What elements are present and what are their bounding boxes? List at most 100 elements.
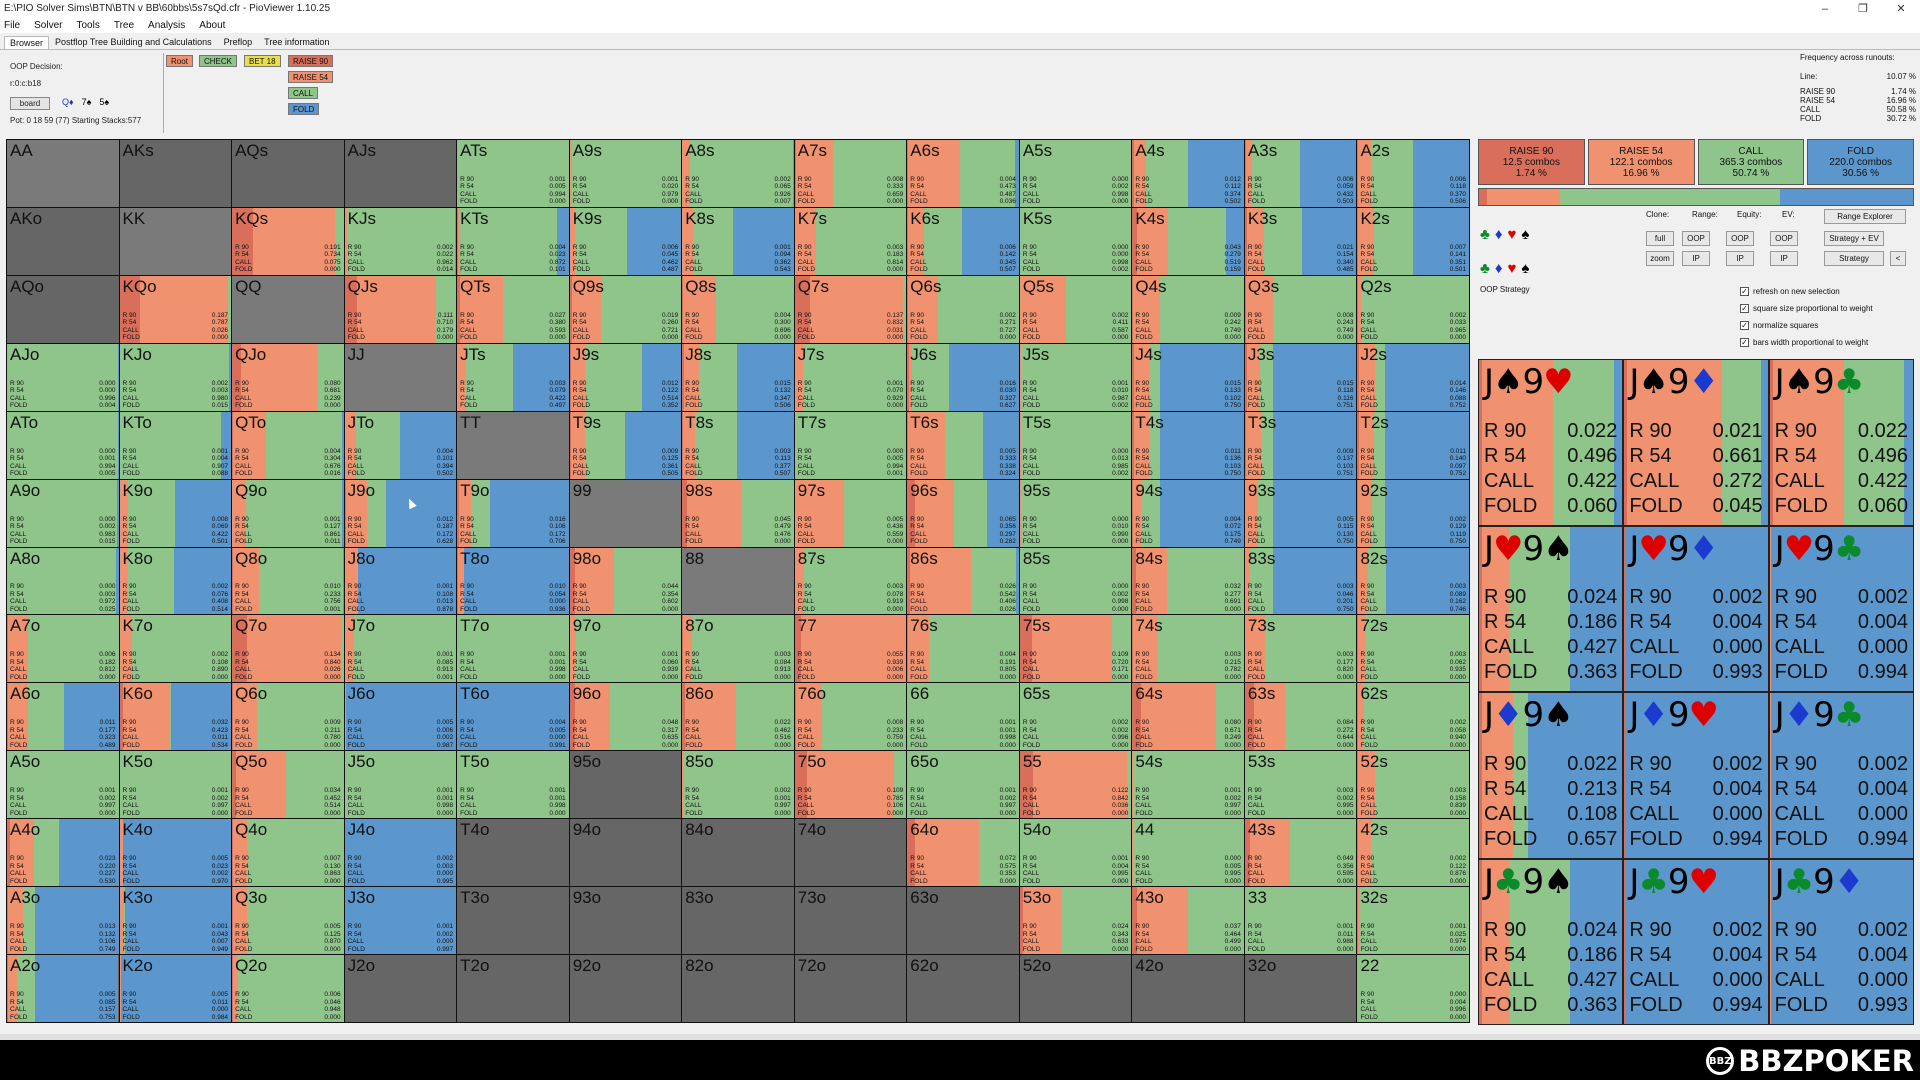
check-bars-width[interactable]: ✓ bars width proportional to weight: [1740, 334, 1873, 351]
hand-cell-K6o[interactable]: K6o R 90 0.032 R 54 0.423 CALL 0.011 FOLD 0.534: [119, 683, 232, 751]
hand-cell-KTs[interactable]: KTs R 90 0.004 R 54 0.023 CALL 0.872 FOLD 0.101: [457, 207, 569, 275]
hand-cell-86s[interactable]: 86s R 90 0.026 R 54 0.542 CALL 0.406 FOLD 0.026: [907, 547, 1019, 615]
hand-cell-J3s[interactable]: J3s R 90 0.015 R 54 0.118 CALL 0.116 FOLD 0.751: [1244, 343, 1357, 411]
hand-cell-52s[interactable]: 52s R 90 0.003 R 54 0.158 CALL 0.839 FOLD 0.000: [1357, 751, 1469, 819]
hand-cell-T4o[interactable]: T4o: [457, 819, 569, 887]
hand-cell-K7o[interactable]: K7o R 90 0.002 R 54 0.108 CALL 0.890 FOLD 0.000: [119, 615, 232, 683]
tree-node-check[interactable]: CHECK: [199, 55, 238, 67]
combo-cell[interactable]: J♦9♣ R 90 0.002 R 54 0.004 CALL 0.000 FOLD 0.994: [1769, 693, 1913, 858]
hand-cell-T7s[interactable]: T7s R 90 0.000 R 54 0.005 CALL 0.994 FOLD 0.001: [794, 411, 907, 479]
hand-cell-AKs[interactable]: AKs: [119, 140, 232, 207]
hand-cell-J7o[interactable]: J7o R 90 0.001 R 54 0.085 CALL 0.913 FOLD 0.001: [344, 615, 457, 683]
check-refresh[interactable]: ✓ refresh on new selection: [1740, 283, 1873, 300]
hand-cell-98s[interactable]: 98s R 90 0.045 R 54 0.479 CALL 0.476 FOLD 0.000: [682, 479, 794, 547]
tab-preflop[interactable]: Preflop: [223, 37, 253, 47]
close-icon[interactable]: ✕: [1896, 3, 1906, 15]
full-button[interactable]: full: [1646, 231, 1674, 246]
hand-cell-72o[interactable]: 72o: [794, 955, 907, 1022]
hand-cell-92o[interactable]: 92o: [569, 955, 682, 1022]
hand-cell-54o[interactable]: 54o R 90 0.001 R 54 0.004 CALL 0.995 FOLD 0.000: [1019, 819, 1132, 887]
hand-cell-96s[interactable]: 96s R 90 0.065 R 54 0.356 CALL 0.297 FOLD 0.282: [907, 479, 1019, 547]
hand-cell-K5o[interactable]: K5o R 90 0.001 R 54 0.002 CALL 0.997 FOLD 0.000: [119, 751, 232, 819]
hand-cell-KK[interactable]: KK: [119, 207, 232, 275]
hand-cell-T3s[interactable]: T3s R 90 0.009 R 54 0.137 CALL 0.103 FOLD 0.751: [1244, 411, 1357, 479]
range-explorer-button[interactable]: Range Explorer: [1824, 209, 1906, 224]
tree-node-raise-90[interactable]: RAISE 90: [288, 55, 334, 67]
hand-cell-62o[interactable]: 62o: [907, 955, 1019, 1022]
hand-cell-T5s[interactable]: T5s R 90 0.000 R 54 0.013 CALL 0.985 FOLD 0.002: [1019, 411, 1132, 479]
hand-cell-ATs[interactable]: ATs R 90 0.001 R 54 0.005 CALL 0.994 FOLD 0.000: [457, 140, 569, 207]
hand-cell-JTs[interactable]: JTs R 90 0.003 R 54 0.079 CALL 0.422 FOLD 0.497: [457, 343, 569, 411]
hand-cell-Q9s[interactable]: Q9s R 90 0.019 R 54 0.260 CALL 0.721 FOLD 0.000: [569, 275, 682, 343]
hand-cell-94s[interactable]: 94s R 90 0.004 R 54 0.072 CALL 0.175 FOLD 0.749: [1132, 479, 1244, 547]
hand-cell-22[interactable]: 22 R 90 0.000 R 54 0.004 CALL 0.996 FOLD 0.000: [1357, 955, 1469, 1022]
hand-cell-K4o[interactable]: K4o R 90 0.005 R 54 0.023 CALL 0.002 FOLD 0.970: [119, 819, 232, 887]
hand-cell-32o[interactable]: 32o: [1244, 955, 1357, 1022]
hand-cell-T9o[interactable]: T9o R 90 0.016 R 54 0.106 CALL 0.172 FOLD 0.706: [457, 479, 569, 547]
hand-cell-63o[interactable]: 63o: [907, 887, 1019, 955]
hand-cell-AQs[interactable]: AQs: [232, 140, 344, 207]
hand-cell-A9o[interactable]: A9o R 90 0.000 R 54 0.002 CALL 0.983 FOLD 0.015: [7, 479, 119, 547]
hand-cell-95s[interactable]: 95s R 90 0.000 R 54 0.010 CALL 0.990 FOLD 0.000: [1019, 479, 1132, 547]
hand-cell-99[interactable]: 99: [569, 479, 682, 547]
menu-tools[interactable]: Tools: [76, 19, 100, 31]
hand-cell-T7o[interactable]: T7o R 90 0.001 R 54 0.001 CALL 0.998 FOLD 0.000: [457, 615, 569, 683]
hand-cell-J9o[interactable]: J9o R 90 0.012 R 54 0.187 CALL 0.172 FOLD 0.628: [344, 479, 457, 547]
hand-cell-JJ[interactable]: JJ: [344, 343, 457, 411]
hand-cell-A7o[interactable]: A7o R 90 0.006 R 54 0.182 CALL 0.812 FOLD 0.000: [7, 615, 119, 683]
hand-cell-KJs[interactable]: KJs R 90 0.002 R 54 0.022 CALL 0.962 FOLD 0.014: [344, 207, 457, 275]
hand-cell-Q4s[interactable]: Q4s R 90 0.009 R 54 0.242 CALL 0.749 FOLD 0.000: [1132, 275, 1244, 343]
tab-tree-information[interactable]: Tree information: [264, 37, 330, 47]
hand-cell-J5o[interactable]: J5o R 90 0.001 R 54 0.001 CALL 0.998 FOLD 0.000: [344, 751, 457, 819]
hand-cell-T6o[interactable]: T6o R 90 0.004 R 54 0.005 CALL 0.000 FOLD 0.991: [457, 683, 569, 751]
hand-cell-QTo[interactable]: QTo R 90 0.004 R 54 0.304 CALL 0.676 FOLD 0.016: [232, 411, 344, 479]
menu-tree[interactable]: Tree: [113, 19, 135, 31]
hand-cell-Q4o[interactable]: Q4o R 90 0.007 R 54 0.130 CALL 0.863 FOLD 0.000: [232, 819, 344, 887]
hand-cell-AQo[interactable]: AQo: [7, 275, 119, 343]
hand-cell-J8s[interactable]: J8s R 90 0.015 R 54 0.132 CALL 0.347 FOLD 0.506: [682, 343, 794, 411]
hand-cell-J2o[interactable]: J2o: [344, 955, 457, 1022]
strategy-button[interactable]: Strategy: [1824, 251, 1884, 266]
hand-cell-82o[interactable]: 82o: [682, 955, 794, 1022]
hand-cell-A3s[interactable]: A3s R 90 0.006 R 54 0.059 CALL 0.432 FOLD 0.503: [1244, 140, 1357, 207]
hand-cell-93s[interactable]: 93s R 90 0.005 R 54 0.115 CALL 0.130 FOLD 0.750: [1244, 479, 1357, 547]
hand-cell-T2o[interactable]: T2o: [457, 955, 569, 1022]
hand-cell-Q7s[interactable]: Q7s R 90 0.137 R 54 0.832 CALL 0.031 FOLD 0.000: [794, 275, 907, 343]
hand-cell-A5o[interactable]: A5o R 90 0.001 R 54 0.002 CALL 0.997 FOLD 0.000: [7, 751, 119, 819]
hand-cell-97o[interactable]: 97o R 90 0.001 R 54 0.060 CALL 0.939 FOLD 0.000: [569, 615, 682, 683]
hand-cell-T8s[interactable]: T8s R 90 0.003 R 54 0.113 CALL 0.377 FOLD 0.507: [682, 411, 794, 479]
tree-node-fold[interactable]: FOLD: [288, 103, 320, 115]
hand-cell-53o[interactable]: 53o R 90 0.024 R 54 0.343 CALL 0.633 FOLD 0.000: [1019, 887, 1132, 955]
back-button[interactable]: <: [1890, 251, 1906, 266]
hand-cell-83s[interactable]: 83s R 90 0.003 R 54 0.046 CALL 0.201 FOLD 0.750: [1244, 547, 1357, 615]
hand-cell-A8o[interactable]: A8o R 90 0.000 R 54 0.003 CALL 0.972 FOLD 0.025: [7, 547, 119, 615]
hand-cell-K3s[interactable]: K3s R 90 0.021 R 54 0.154 CALL 0.340 FOLD 0.485: [1244, 207, 1357, 275]
hand-cell-A3o[interactable]: A3o R 90 0.013 R 54 0.132 CALL 0.106 FOLD 0.749: [7, 887, 119, 955]
hand-cell-K7s[interactable]: K7s R 90 0.003 R 54 0.183 CALL 0.814 FOLD 0.000: [794, 207, 907, 275]
combo-cell[interactable]: J♠9♥ R 90 0.022 R 54 0.496 CALL 0.422 FOLD 0.060: [1479, 360, 1623, 525]
hand-cell-Q8s[interactable]: Q8s R 90 0.004 R 54 0.300 CALL 0.696 FOLD 0.000: [682, 275, 794, 343]
hand-cell-T4s[interactable]: T4s R 90 0.011 R 54 0.136 CALL 0.103 FOLD 0.750: [1132, 411, 1244, 479]
diamond-icon[interactable]: ♦: [1494, 225, 1503, 243]
hand-cell-43s[interactable]: 43s R 90 0.049 R 54 0.356 CALL 0.595 FOLD 0.000: [1244, 819, 1357, 887]
tree-node-raise-54[interactable]: RAISE 54: [288, 71, 334, 83]
hand-cell-JTo[interactable]: JTo R 90 0.004 R 54 0.101 CALL 0.394 FOLD 0.502: [344, 411, 457, 479]
hand-cell-T3o[interactable]: T3o: [457, 887, 569, 955]
combo-cell[interactable]: J♥9♦ R 90 0.002 R 54 0.004 CALL 0.000 FOLD 0.993: [1624, 526, 1768, 691]
zoom-button[interactable]: zoom: [1646, 251, 1674, 266]
hand-cell-55[interactable]: 55 R 90 0.122 R 54 0.842 CALL 0.036 FOLD 0.000: [1019, 751, 1132, 819]
hand-cell-72s[interactable]: 72s R 90 0.003 R 54 0.062 CALL 0.935 FOLD 0.000: [1357, 615, 1469, 683]
hand-cell-TT[interactable]: TT: [457, 411, 569, 479]
hand-cell-66[interactable]: 66 R 90 0.001 R 54 0.001 CALL 0.998 FOLD 0.000: [907, 683, 1019, 751]
checkbox-checked-icon[interactable]: ✓: [1740, 304, 1749, 313]
hand-cell-KJo[interactable]: KJo R 90 0.002 R 54 0.003 CALL 0.980 FOLD 0.015: [119, 343, 232, 411]
hand-cell-43o[interactable]: 43o R 90 0.037 R 54 0.464 CALL 0.499 FOLD 0.000: [1132, 887, 1244, 955]
hand-cell-85s[interactable]: 85s R 90 0.000 R 54 0.002 CALL 0.998 FOLD 0.000: [1019, 547, 1132, 615]
hand-cell-J7s[interactable]: J7s R 90 0.001 R 54 0.070 CALL 0.929 FOLD 0.000: [794, 343, 907, 411]
hand-cell-53s[interactable]: 53s R 90 0.003 R 54 0.002 CALL 0.995 FOLD 0.000: [1244, 751, 1357, 819]
tab-browser[interactable]: Browser: [4, 36, 50, 49]
hand-cell-ATo[interactable]: ATo R 90 0.000 R 54 0.001 CALL 0.994 FOLD 0.005: [7, 411, 119, 479]
hand-cell-82s[interactable]: 82s R 90 0.003 R 54 0.089 CALL 0.162 FOLD 0.746: [1357, 547, 1469, 615]
hand-cell-T9s[interactable]: T9s R 90 0.009 R 54 0.125 CALL 0.361 FOLD 0.505: [569, 411, 682, 479]
tree-node-bet-18[interactable]: BET 18: [244, 55, 281, 67]
